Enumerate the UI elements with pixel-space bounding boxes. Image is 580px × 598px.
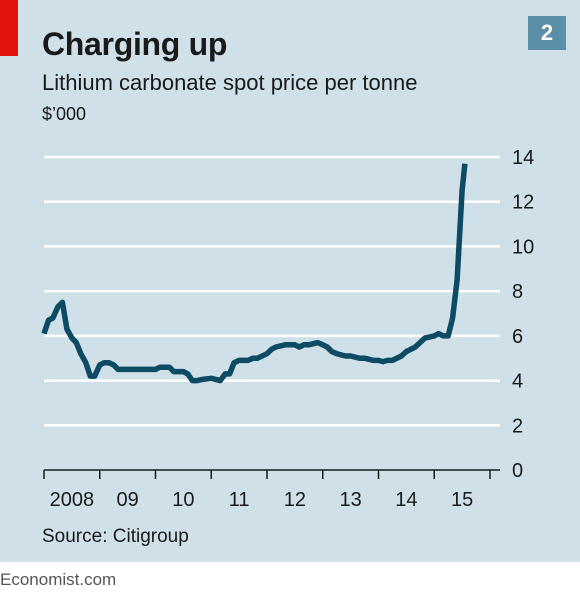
y-tick-label: 8: [512, 281, 523, 303]
x-tick-label: 12: [284, 489, 306, 511]
x-tick-label: 10: [172, 489, 194, 511]
x-tick-label: 13: [340, 489, 362, 511]
y-tick-label: 4: [512, 371, 523, 393]
line-chart: 0 2 4 6 8 10 12 14 2008 09 10 11 12 13 14 15: [41, 147, 534, 511]
y-tick-label: 14: [512, 147, 534, 169]
chart-source: Source: Citigroup: [42, 526, 189, 547]
series-lines: [41, 163, 468, 384]
series-line: [41, 163, 468, 384]
x-tick-label: 15: [451, 489, 473, 511]
chart-panel: [0, 0, 580, 562]
y-tick-label: 10: [512, 236, 534, 258]
x-tick-label: 2008: [50, 489, 95, 511]
chart-title: Charging up: [42, 26, 228, 62]
brand-accent-bar: [0, 0, 18, 56]
x-tick-label: 09: [117, 489, 139, 511]
footer-credit: Economist.com: [0, 570, 117, 589]
x-tick-label: 11: [229, 489, 250, 511]
y-tick-labels: 0 2 4 6 8 10 12 14: [512, 147, 534, 482]
x-axis: [43, 469, 500, 479]
chart-subtitle: Lithium carbonate spot price per tonne: [42, 70, 418, 95]
chart-number-badge: 2: [528, 16, 566, 50]
gridlines: [44, 155, 500, 427]
y-axis-unit: $’000: [42, 104, 87, 124]
y-tick-label: 6: [512, 326, 523, 348]
x-tick-label: 14: [395, 489, 417, 511]
y-tick-label: 12: [512, 192, 534, 214]
y-tick-label: 2: [512, 415, 523, 437]
x-tick-labels: 2008 09 10 11 12 13 14 15: [50, 489, 474, 511]
y-tick-label: 0: [512, 460, 523, 482]
